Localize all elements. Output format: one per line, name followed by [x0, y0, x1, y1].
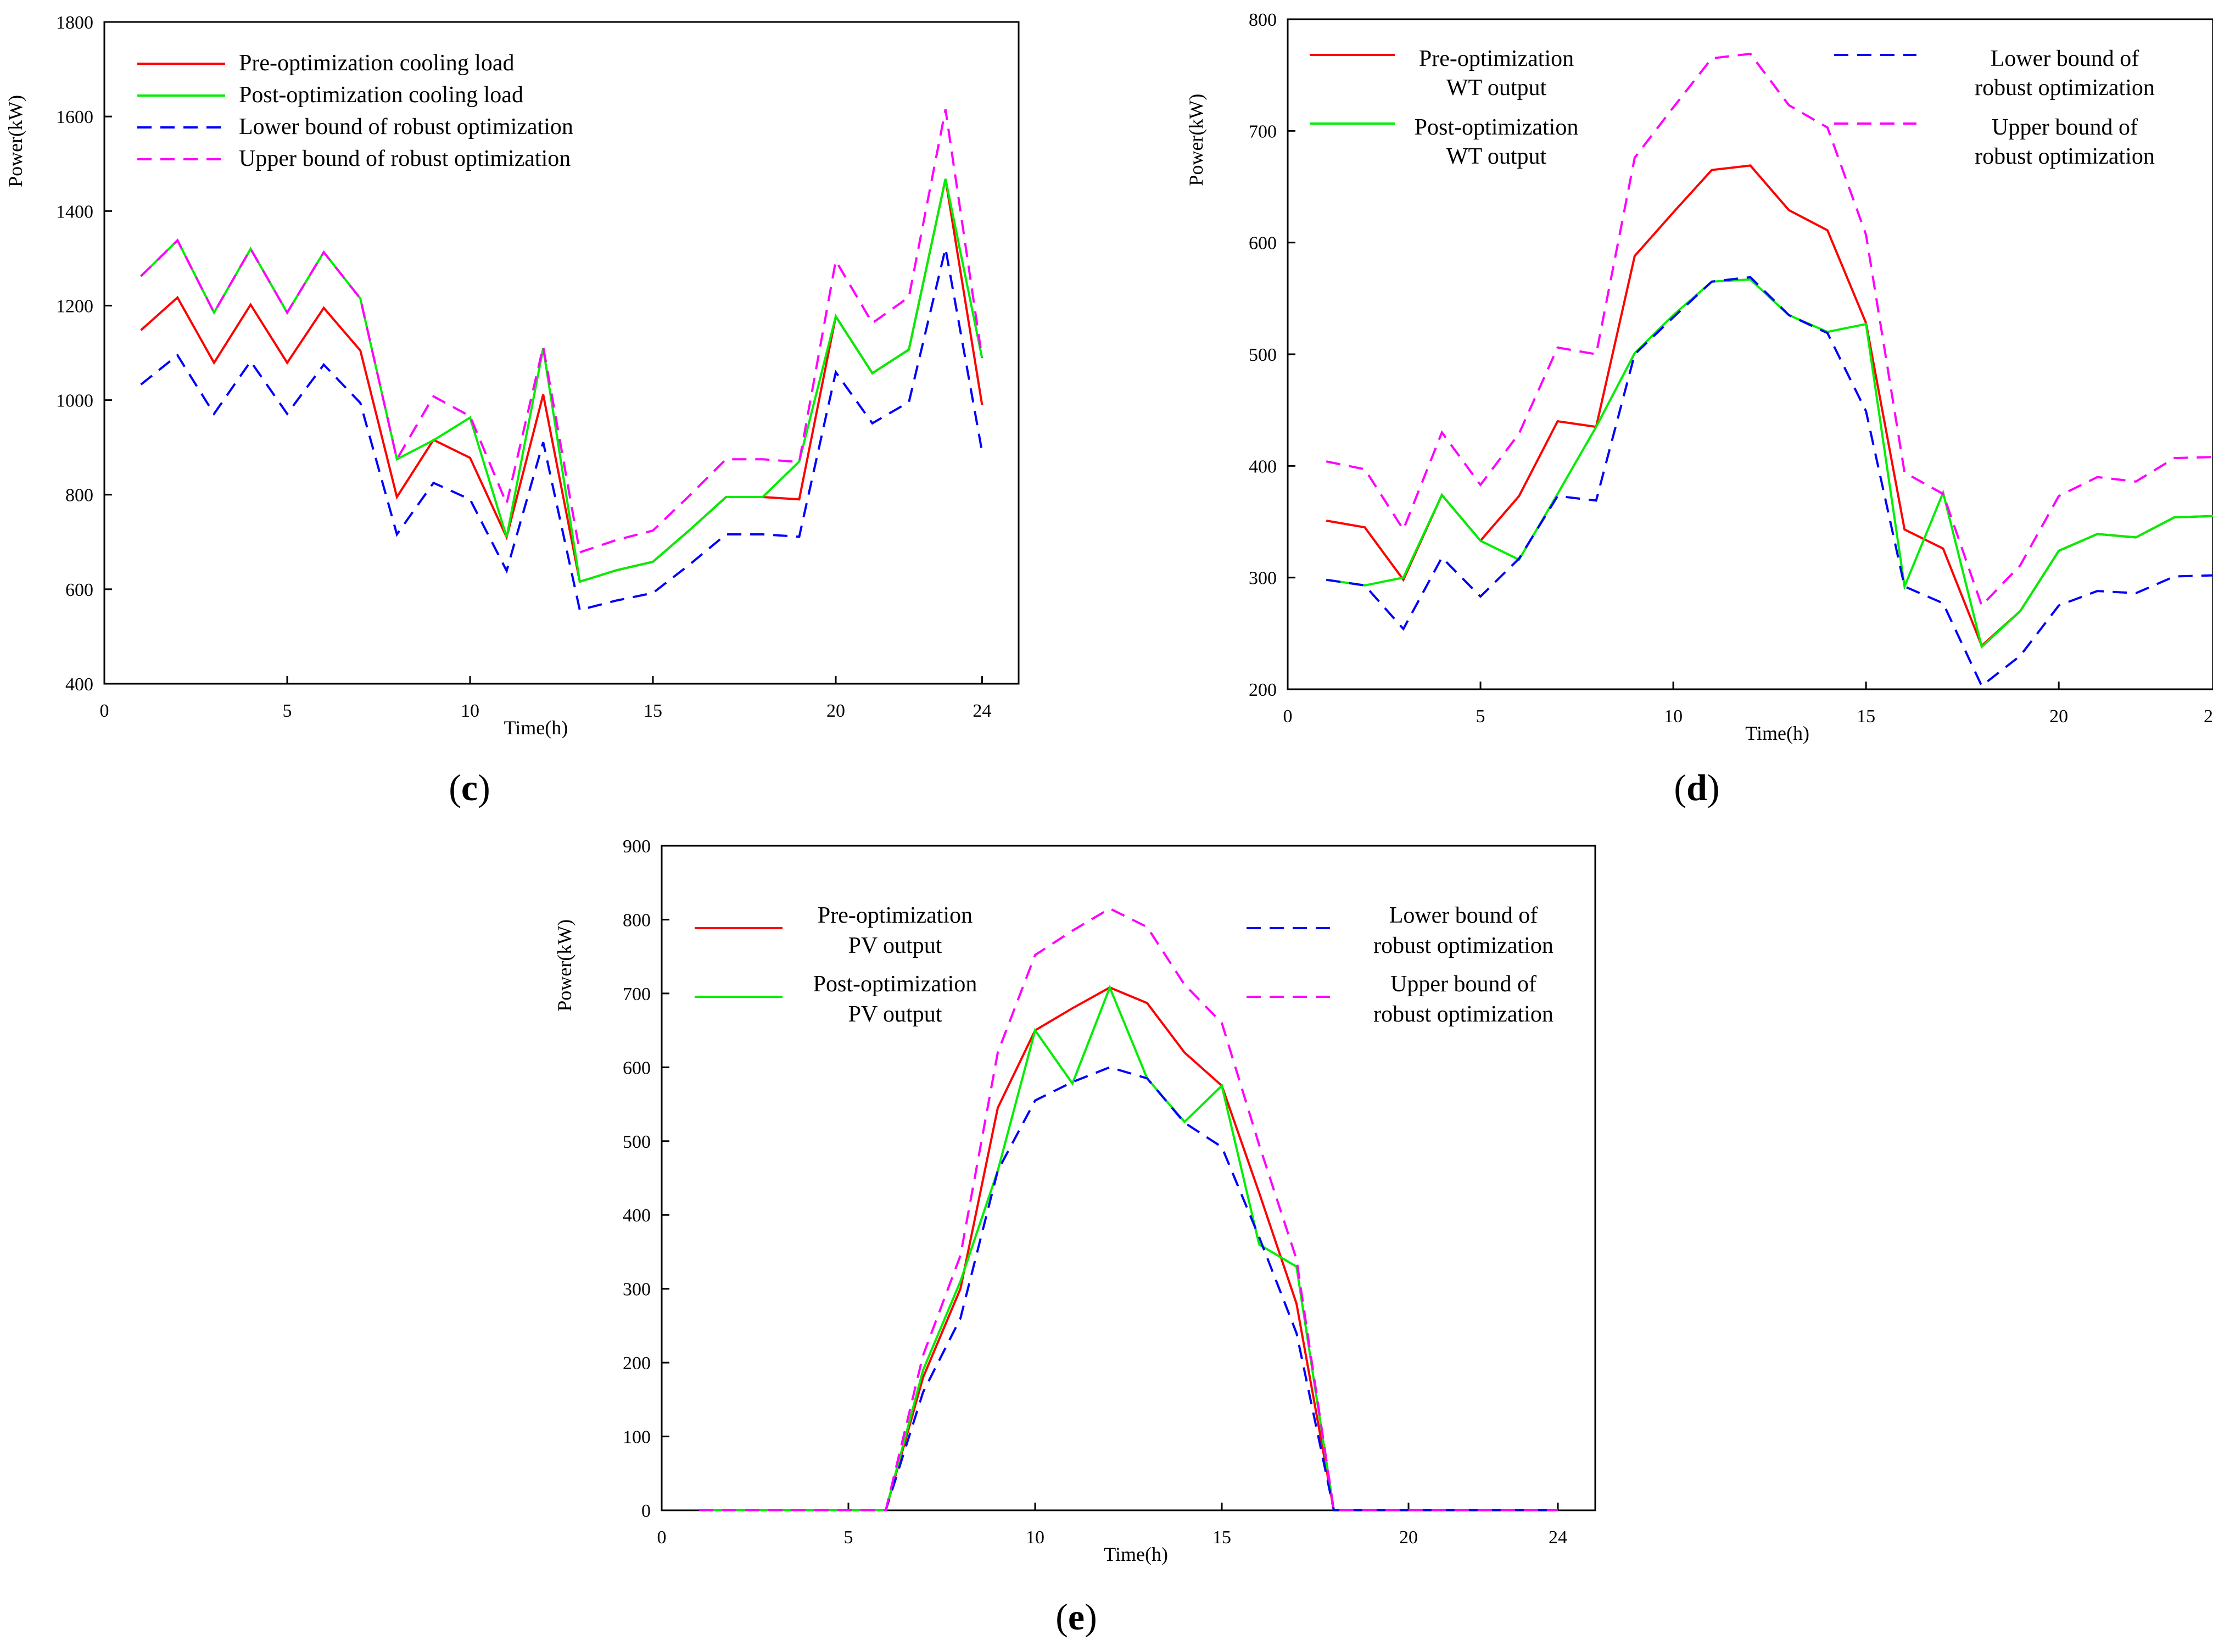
caption-d: (d) — [1674, 767, 1720, 808]
x-tick-label: 15 — [1857, 706, 1875, 727]
y-axis-label: Power(kW) — [1185, 94, 1207, 186]
chart-d: 200 300 400 500 600 700 800 0 5 10 15 20 24 Time(h) Po… — [1185, 10, 2213, 744]
x-tick-label: 10 — [1664, 706, 1683, 727]
x-axis-label: Time(h) — [1104, 1543, 1168, 1565]
y-axis-label: Power(kW) — [554, 919, 575, 1012]
x-axis-label: Time(h) — [1745, 722, 1809, 744]
y-tick-label: 900 — [623, 836, 651, 857]
chart-panel-e: 0 100 200 300 400 500 600 700 800 900 0 5 10 15 20 24 Ti… — [549, 824, 1614, 1565]
series-line-1 — [699, 986, 1558, 1511]
y-tick-label: 700 — [1249, 121, 1277, 142]
y-axis-label: Power(kW) — [4, 95, 26, 187]
x-tick-label: 0 — [1283, 706, 1293, 727]
y-tick-label: 700 — [623, 984, 651, 1004]
series-line-2 — [140, 178, 983, 583]
y-tick-label: 100 — [623, 1427, 651, 1448]
y-tick-label: 600 — [1249, 233, 1277, 254]
x-tick-label: 20 — [1399, 1527, 1418, 1548]
legend-label-3-line1: Lower bound of — [1991, 46, 2139, 71]
legend-label-4: Upper bound of robust optimization — [239, 146, 571, 171]
x-axis-label: Time(h) — [504, 717, 568, 739]
x-tick-label: 24 — [2204, 706, 2213, 727]
series-line-4 — [699, 907, 1558, 1511]
series-line-1 — [1326, 164, 2213, 648]
y-tick-label: 400 — [1249, 456, 1277, 477]
y-tick-label: 1600 — [56, 107, 93, 127]
y-tick-label: 200 — [623, 1353, 651, 1374]
plot-frame — [103, 21, 1020, 685]
legend-label-4-line1: Upper bound of — [1992, 115, 2138, 140]
x-tick-label: 20 — [826, 701, 845, 721]
series-line-3 — [699, 1066, 1558, 1511]
y-tick-label: 1400 — [56, 202, 93, 222]
legend-label-2-line2: PV output — [848, 1002, 942, 1027]
legend-label-3-line2: robust optimization — [1373, 933, 1553, 958]
x-tick-label: 20 — [2049, 706, 2068, 727]
plot-frame — [661, 845, 1596, 1511]
series-line-3 — [140, 248, 983, 612]
series-line-3 — [1326, 276, 2213, 688]
legend-label-1-line2: PV output — [848, 933, 942, 958]
legend-label-1-line2: WT output — [1446, 75, 1547, 101]
legend-label-1-line1: Pre-optimization — [1419, 46, 1574, 71]
legend-label-3: Lower bound of robust optimization — [239, 114, 573, 139]
x-tick-label: 24 — [1549, 1527, 1567, 1548]
x-tick-label: 0 — [657, 1527, 667, 1548]
y-tick-label: 400 — [65, 674, 93, 695]
y-tick-label: 300 — [623, 1280, 651, 1300]
y-tick-label: 500 — [1249, 345, 1277, 365]
y-tick-label: 200 — [1249, 680, 1277, 700]
series-line-4 — [140, 109, 983, 554]
legend-label-4-line2: robust optimization — [1373, 1002, 1553, 1027]
y-tick-label: 1200 — [56, 296, 93, 316]
chart-e: 0 100 200 300 400 500 600 700 800 900 0 5 10 15 20 24 Ti… — [554, 836, 1596, 1565]
series-line-1 — [140, 178, 983, 583]
y-tick-label: 800 — [1249, 10, 1277, 30]
legend-label-3-line1: Lower bound of — [1389, 903, 1538, 928]
y-tick-label: 1000 — [56, 391, 93, 411]
legend-label-2-line2: WT output — [1446, 144, 1547, 169]
caption-c: (c) — [449, 767, 490, 808]
series-line-2 — [1326, 278, 2213, 649]
chart-panel-c: 400 600 800 1000 1200 1400 1600 1800 0 5 10 15 20 24 T… — [0, 0, 1032, 739]
y-tick-label: 0 — [641, 1501, 651, 1521]
y-tick-label: 800 — [65, 485, 93, 506]
x-tick-label: 24 — [973, 701, 991, 721]
x-tick-label: 5 — [1476, 706, 1485, 727]
x-tick-label: 15 — [1212, 1527, 1231, 1548]
legend-label-2-line1: Post-optimization — [1415, 115, 1579, 140]
x-tick-label: 10 — [461, 701, 479, 721]
series-line-2 — [699, 984, 1558, 1511]
y-tick-label: 600 — [623, 1058, 651, 1078]
x-tick-label: 5 — [844, 1527, 853, 1548]
x-tick-label: 10 — [1026, 1527, 1044, 1548]
y-tick-label: 1800 — [56, 13, 93, 33]
x-tick-label: 0 — [100, 701, 109, 721]
x-tick-label: 15 — [644, 701, 662, 721]
legend-label-4-line2: robust optimization — [1975, 144, 2155, 169]
legend-label-1-line1: Pre-optimization — [818, 903, 973, 928]
y-tick-label: 300 — [1249, 568, 1277, 589]
y-tick-label: 500 — [623, 1132, 651, 1152]
y-tick-label: 600 — [65, 580, 93, 600]
chart-c: 400 600 800 1000 1200 1400 1600 1800 0 5 10 15 20 24 T… — [4, 13, 1020, 739]
legend-label-3-line2: robust optimization — [1975, 75, 2155, 101]
legend-label-4-line1: Upper bound of — [1390, 972, 1536, 997]
legend-label-1: Pre-optimization cooling load — [239, 51, 515, 76]
caption-e: (e) — [1055, 1596, 1097, 1638]
x-tick-label: 5 — [283, 701, 292, 721]
chart-panel-d: 200 300 400 500 600 700 800 0 5 10 15 20 24 Time(h) Po… — [1181, 0, 2213, 744]
legend-label-2: Post-optimization cooling load — [239, 82, 523, 108]
y-tick-label: 800 — [623, 910, 651, 930]
legend-label-2-line1: Post-optimization — [813, 972, 977, 997]
y-tick-label: 400 — [623, 1205, 651, 1226]
